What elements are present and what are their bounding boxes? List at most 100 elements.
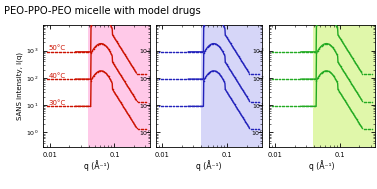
Point (240, 116, 246, 119)
Point (250, 127, 256, 130)
Point (354, 118, 360, 121)
Point (297, 50, 303, 53)
Point (58, 105, 64, 108)
Point (350, 112, 356, 115)
Point (313, 52, 319, 55)
Point (202, 22, 208, 25)
Point (328, 44, 334, 47)
Point (327, 70, 333, 74)
Point (226, 67, 232, 70)
Point (45, 50, 51, 53)
Point (84, 50, 90, 53)
Point (270, 50, 276, 53)
Point (170, 105, 176, 108)
Point (274, 77, 280, 81)
Point (269, 50, 275, 53)
Point (175, 77, 181, 81)
Point (96, 70, 102, 73)
Point (60, 77, 66, 81)
Point (329, 73, 336, 76)
Point (236, 55, 242, 58)
Point (253, 100, 259, 103)
Point (340, 96, 346, 99)
Point (270, 77, 276, 81)
Point (365, 73, 371, 76)
Point (317, 73, 323, 76)
Point (230, 101, 236, 104)
Point (66, 50, 72, 53)
Point (174, 105, 180, 108)
Point (241, 118, 247, 121)
Point (183, 50, 189, 53)
Point (182, 105, 188, 108)
Point (311, 105, 317, 108)
Point (182, 50, 188, 53)
Point (120, 105, 126, 108)
Point (334, 52, 340, 55)
Point (101, 70, 107, 74)
Point (135, 127, 141, 130)
Point (362, 100, 368, 103)
Point (188, 50, 195, 53)
Point (195, 50, 201, 53)
Point (249, 100, 255, 103)
Point (229, 44, 235, 47)
Point (228, 69, 234, 72)
Point (297, 77, 303, 81)
Point (170, 77, 176, 81)
Point (107, 22, 113, 26)
Point (305, 105, 311, 108)
Point (320, 43, 326, 46)
X-axis label: q (Å⁻¹): q (Å⁻¹) (196, 160, 222, 170)
Point (75, 105, 81, 108)
Point (65, 50, 71, 53)
Point (327, 43, 333, 46)
Point (190, 77, 196, 81)
Point (198, 50, 204, 53)
Point (159, 77, 165, 81)
Point (135, 100, 141, 103)
Point (350, 57, 356, 60)
Point (57, 105, 63, 108)
Point (244, 122, 250, 125)
Point (360, 127, 366, 130)
Point (120, 78, 126, 81)
Point (365, 127, 371, 130)
Point (103, 17, 109, 20)
Point (304, 77, 310, 81)
Point (244, 95, 250, 98)
Point (311, 50, 317, 53)
Point (326, 70, 332, 73)
Point (238, 86, 244, 89)
Point (313, 25, 319, 28)
Point (205, 73, 211, 76)
Point (167, 105, 173, 108)
Point (254, 100, 261, 103)
Point (241, 64, 247, 67)
Point (179, 105, 185, 108)
Point (45, 77, 51, 81)
Point (329, 19, 336, 22)
Point (359, 99, 365, 102)
Point (231, 48, 238, 51)
Point (254, 73, 261, 76)
Point (204, 74, 210, 77)
Point (284, 105, 290, 108)
Point (217, 73, 223, 76)
Point (292, 105, 298, 108)
Point (244, 68, 250, 71)
Point (75, 77, 81, 81)
Point (329, 46, 336, 49)
Point (93, 44, 100, 47)
Point (207, 70, 213, 73)
Point (247, 99, 253, 102)
Point (294, 50, 300, 53)
Point (81, 50, 87, 53)
Point (118, 46, 124, 49)
Point (53, 105, 59, 108)
Point (113, 94, 120, 97)
Point (310, 105, 316, 108)
Point (312, 50, 318, 53)
Point (234, 107, 241, 110)
Point (324, 42, 330, 45)
